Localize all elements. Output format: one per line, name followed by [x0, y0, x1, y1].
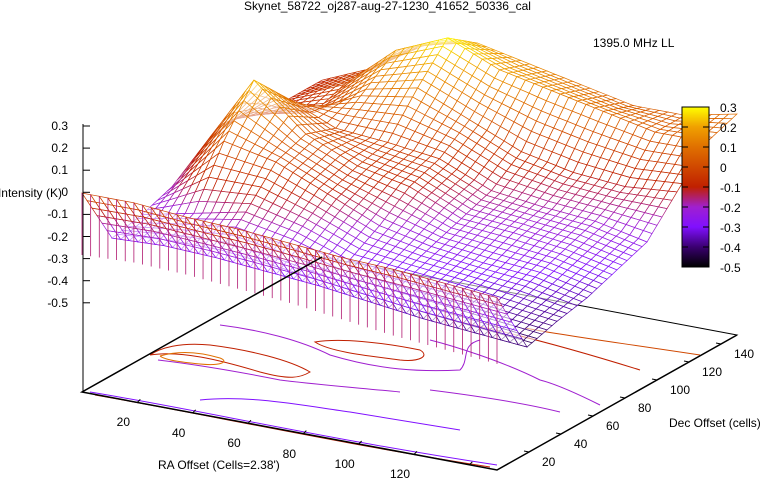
- contour-line: [219, 324, 481, 372]
- colorbar-tick-label: 0.2: [720, 121, 737, 135]
- y-tick-label: 60: [606, 419, 620, 433]
- y-tick-label: 20: [542, 455, 556, 469]
- contour-line: [429, 339, 601, 406]
- chart-title: Skynet_58722_oj287-aug-27-1230_41652_503…: [244, 0, 531, 13]
- x-tick: [468, 461, 473, 466]
- x-axis-label: RA Offset (Cells=2.38'): [158, 458, 280, 472]
- colorbar-tick-label: 0: [720, 161, 727, 175]
- colorbar-ticks: [682, 106, 709, 268]
- y-tick: [619, 396, 626, 399]
- y-tick: [651, 378, 658, 381]
- legend-label: 1395.0 MHz LL: [593, 36, 675, 50]
- y-tick: [683, 360, 690, 363]
- x-tick: [192, 409, 197, 414]
- axis-line: [79, 256, 738, 471]
- z-tick-label: -0.1: [47, 207, 68, 222]
- z-axis-label: Intensity (K): [0, 186, 62, 200]
- z-tick-label: 0.1: [51, 163, 68, 178]
- y-tick-label: 100: [670, 383, 691, 397]
- surface-cell: [487, 294, 503, 307]
- colorbar-tick-label: 0.3: [720, 101, 737, 115]
- x-tick-label: 20: [116, 415, 130, 430]
- x-tick-label: 60: [227, 436, 241, 451]
- z-tick-label: -0.4: [47, 273, 68, 288]
- y-tick-label: 140: [734, 347, 755, 361]
- contour-line: [199, 398, 461, 431]
- x-tick: [358, 440, 363, 445]
- colorbar-tick-label: -0.5: [720, 261, 741, 275]
- colorbar-tick-label: 0.1: [720, 141, 737, 155]
- colorbar-tick-label: -0.1: [720, 181, 741, 195]
- x-tick-label: 120: [389, 467, 411, 478]
- contour-line: [313, 339, 425, 361]
- z-tick-label: -0.5: [47, 295, 68, 310]
- x-tick: [136, 399, 141, 403]
- surface-mesh: [81, 37, 738, 364]
- x-tick-label: 80: [282, 446, 296, 461]
- z-tick-label: 0.2: [51, 141, 68, 156]
- y-tick: [523, 450, 530, 453]
- colorbar-tick-label: -0.4: [720, 241, 741, 255]
- contour-line: [159, 351, 225, 365]
- y-tick: [715, 342, 722, 345]
- z-tick-label: 0.3: [51, 119, 68, 133]
- x-tick: [302, 430, 307, 434]
- y-tick-label: 120: [702, 365, 723, 379]
- y-tick: [587, 414, 594, 417]
- y-tick: [555, 432, 562, 435]
- contour-line: [157, 359, 401, 393]
- colorbar-tick-label: -0.2: [720, 201, 741, 215]
- z-tick-label: 0: [61, 185, 68, 200]
- z-tick-label: -0.2: [47, 229, 68, 244]
- contour-line: [524, 327, 701, 356]
- contour-line: [89, 391, 498, 466]
- axes: [79, 124, 738, 471]
- y-tick-label: 80: [638, 401, 652, 415]
- x-tick: [247, 419, 252, 424]
- base-contours: [89, 319, 701, 468]
- contour-line: [149, 343, 311, 378]
- colorbar-tick-label: -0.3: [720, 221, 741, 235]
- z-tick-label: -0.3: [47, 251, 68, 266]
- y-axis-label: Dec Offset (cells): [669, 416, 761, 430]
- x-tick-label: 100: [334, 457, 355, 471]
- x-tick-label: 40: [171, 425, 186, 440]
- x-tick: [413, 451, 418, 455]
- contour-line: [429, 389, 561, 413]
- y-tick-label: 40: [574, 437, 588, 451]
